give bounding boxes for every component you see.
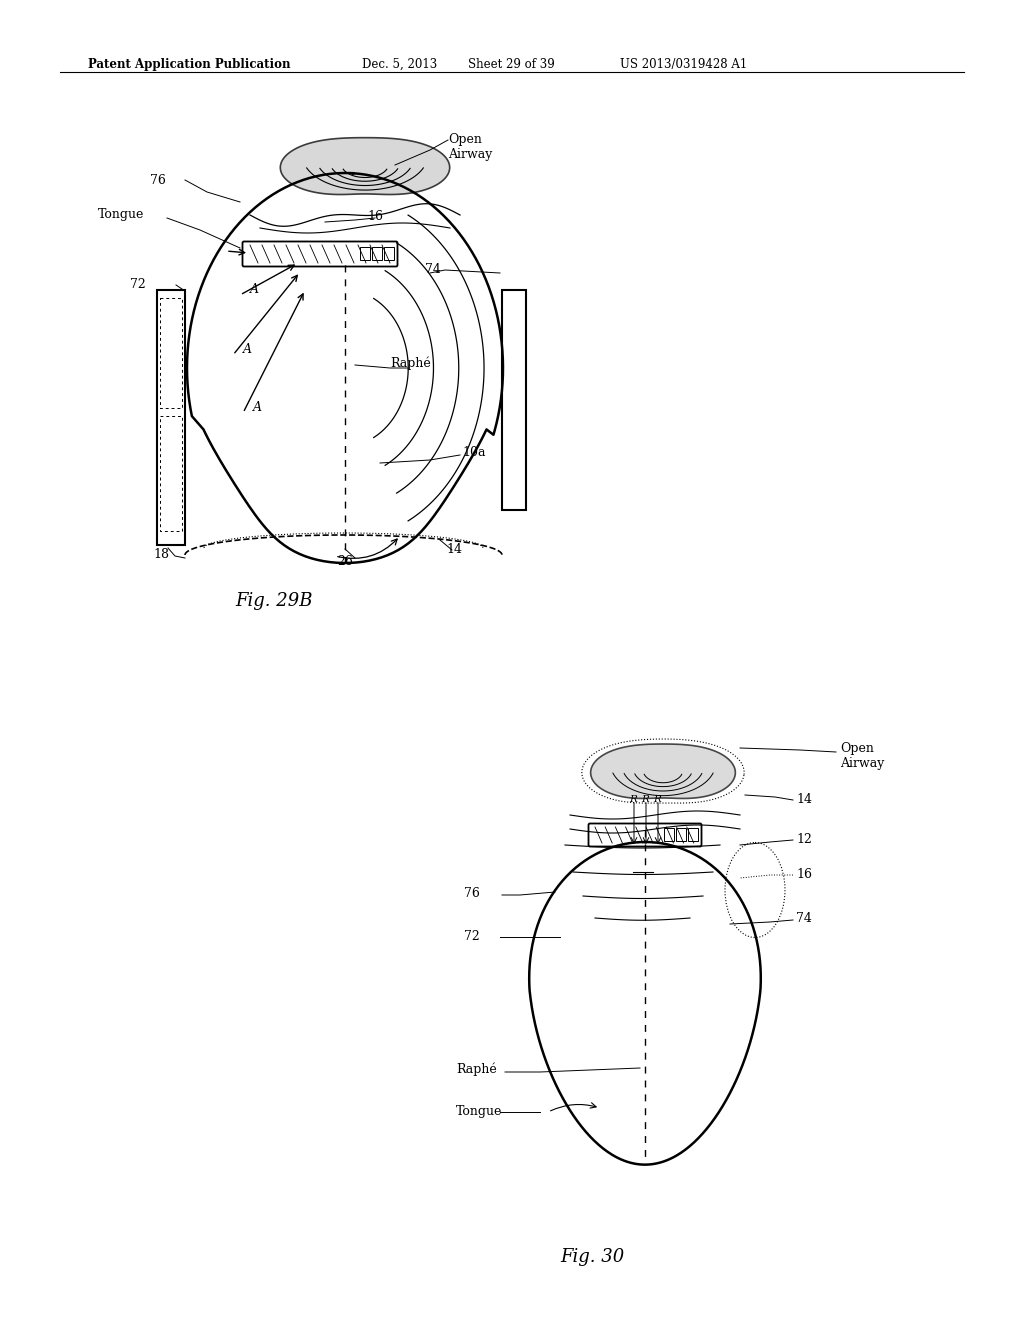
Text: R: R [641, 795, 649, 804]
Text: Dec. 5, 2013: Dec. 5, 2013 [362, 58, 437, 71]
Bar [360, 247, 370, 260]
Text: 10a: 10a [462, 446, 485, 459]
Text: R: R [629, 795, 637, 804]
Bar [676, 828, 686, 841]
Text: Airway: Airway [449, 148, 493, 161]
Bar [160, 298, 182, 408]
Text: 74: 74 [425, 263, 441, 276]
Text: A: A [250, 282, 259, 296]
Text: 76: 76 [150, 174, 166, 187]
Text: Raphé: Raphé [390, 356, 431, 370]
Text: Tongue: Tongue [456, 1105, 503, 1118]
Text: Open: Open [840, 742, 873, 755]
Bar [502, 290, 526, 510]
FancyBboxPatch shape [243, 242, 397, 267]
Text: Raphé: Raphé [456, 1063, 497, 1077]
Polygon shape [281, 137, 450, 194]
Bar [372, 247, 382, 260]
FancyBboxPatch shape [589, 824, 701, 846]
Text: 26: 26 [337, 554, 353, 568]
Text: 72: 72 [464, 931, 480, 942]
Bar [157, 290, 185, 545]
Text: Patent Application Publication: Patent Application Publication [88, 58, 291, 71]
Bar [688, 828, 698, 841]
Text: A: A [243, 343, 252, 356]
Polygon shape [591, 744, 735, 799]
Text: 18: 18 [153, 548, 169, 561]
Text: Airway: Airway [840, 756, 885, 770]
Text: 14: 14 [796, 793, 812, 807]
Text: 12: 12 [796, 833, 812, 846]
Text: Fig. 30: Fig. 30 [560, 1247, 625, 1266]
Bar [664, 828, 674, 841]
Text: 16: 16 [367, 210, 383, 223]
Text: Open: Open [449, 133, 482, 147]
Bar [160, 416, 182, 531]
Bar [384, 247, 394, 260]
Text: 74: 74 [796, 912, 812, 925]
Text: 72: 72 [130, 279, 145, 290]
Text: Fig. 29B: Fig. 29B [234, 591, 312, 610]
Text: 14: 14 [446, 543, 462, 556]
Text: Tongue: Tongue [98, 209, 144, 220]
Text: US 2013/0319428 A1: US 2013/0319428 A1 [620, 58, 748, 71]
Text: R: R [653, 795, 660, 804]
Text: Sheet 29 of 39: Sheet 29 of 39 [468, 58, 555, 71]
Text: 76: 76 [464, 887, 480, 900]
Text: 16: 16 [796, 869, 812, 880]
Text: A: A [253, 401, 262, 414]
